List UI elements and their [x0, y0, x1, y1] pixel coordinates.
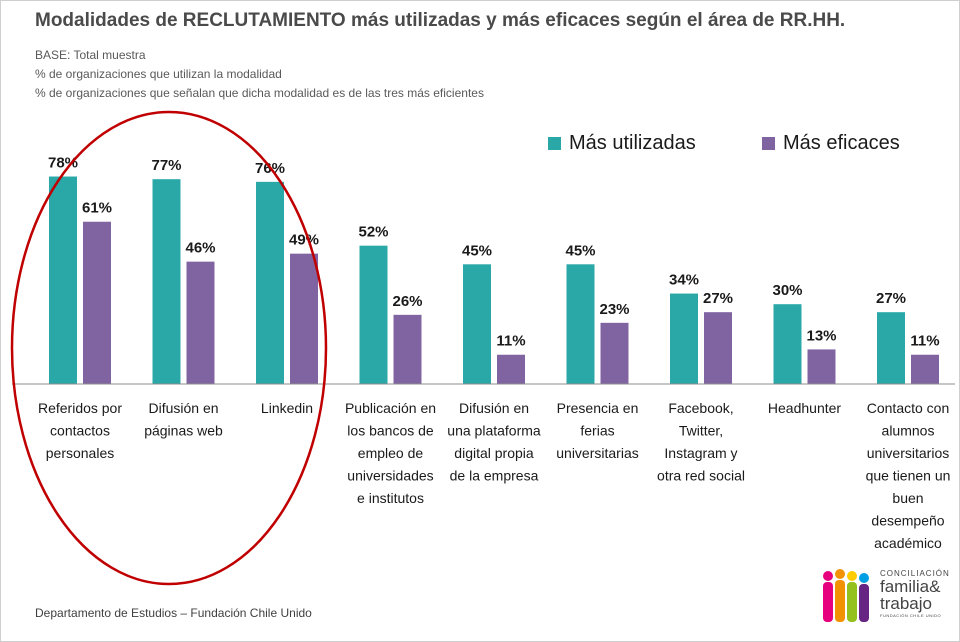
label-eficaces-0: 61%	[82, 200, 112, 217]
label-utilizadas-5: 45%	[565, 242, 595, 259]
label-eficaces-3: 26%	[392, 293, 422, 310]
label-eficaces-6: 27%	[703, 290, 733, 307]
logo-line4: FUNDACIÓN CHILE UNIDO	[880, 613, 942, 618]
category-label-8: Contacto con alumnos universitarios que tie…	[866, 400, 951, 551]
footer-text: Departamento de Estudios – Fundación Chi…	[35, 606, 312, 620]
label-utilizadas-4: 45%	[462, 242, 492, 259]
bar-eficaces-8	[911, 354, 939, 384]
category-label-3: Publicación en los bancos de empleo de univ…	[345, 400, 436, 506]
category-label-0: Referidos por contactos personales	[38, 400, 122, 461]
legend-swatch-utilizadas	[548, 137, 561, 150]
label-eficaces-7: 13%	[806, 327, 836, 344]
data-labels-group: 78%61%77%46%76%49% 52%26%45%11%45%23%34%2…	[48, 155, 940, 350]
label-eficaces-2: 49%	[289, 232, 319, 249]
label-utilizadas-6: 34%	[669, 272, 699, 289]
bar-utilizadas-4	[463, 264, 491, 384]
legend-label-utilizadas: Más utilizadas	[569, 132, 696, 154]
bar-utilizadas-2	[256, 181, 284, 384]
bar-utilizadas-8	[877, 312, 905, 384]
logo-figures-icon	[823, 569, 869, 622]
bar-eficaces-6	[704, 312, 732, 384]
legend-swatch-eficaces	[762, 137, 775, 150]
utilizadas-note: % de organizaciones que utilizan la moda…	[35, 67, 282, 81]
bar-utilizadas-6	[670, 293, 698, 384]
logo-line1: CONCILIACIÓN	[880, 569, 950, 578]
bar-utilizadas-3	[359, 245, 388, 384]
label-eficaces-1: 46%	[185, 240, 215, 257]
bar-eficaces-1	[186, 261, 215, 384]
category-labels-group: Referidos por contactos personales Difusión…	[38, 400, 950, 551]
bar-eficaces-5	[600, 322, 629, 384]
logo-wordmark: CONCILIACIÓN familia& trabajo FUNDACIÓN …	[880, 570, 950, 618]
bar-eficaces-3	[393, 314, 422, 384]
legend-item-utilizadas: Más utilizadas	[548, 132, 696, 155]
bar-utilizadas-0	[49, 176, 77, 384]
legend-label-eficaces: Más eficaces	[783, 132, 900, 154]
bar-utilizadas-1	[152, 179, 181, 384]
label-utilizadas-8: 27%	[876, 290, 906, 307]
category-label-1: Difusión en páginas web	[144, 400, 223, 439]
logo-line2: familia&	[880, 577, 941, 596]
bar-eficaces-2	[290, 253, 318, 384]
label-eficaces-4: 11%	[496, 333, 525, 350]
bar-utilizadas-7	[773, 304, 802, 384]
category-label-4: Difusión en una plataforma digital propia d…	[447, 400, 541, 484]
bars-group	[49, 176, 939, 384]
category-label-5: Presencia en ferias universitarias	[556, 400, 638, 461]
category-label-7: Headhunter	[768, 400, 842, 416]
eficaces-note: % de organizaciones que señalan que dich…	[35, 86, 484, 100]
label-utilizadas-7: 30%	[772, 282, 802, 299]
label-eficaces-5: 23%	[599, 301, 629, 318]
label-utilizadas-3: 52%	[358, 224, 388, 241]
logo-line3: trabajo	[880, 594, 932, 613]
bar-eficaces-7	[807, 349, 836, 384]
legend-item-eficaces: Más eficaces	[762, 132, 900, 155]
label-utilizadas-1: 77%	[151, 157, 181, 174]
category-label-6: Facebook, Twitter, Instagram y otra red soc…	[657, 400, 745, 484]
label-eficaces-8: 11%	[910, 333, 939, 350]
bar-utilizadas-5	[566, 264, 595, 384]
chart-title: Modalidades de RECLUTAMIENTO más utiliza…	[35, 10, 846, 31]
base-note: BASE: Total muestra	[35, 48, 146, 62]
highlight-ellipse	[10, 110, 328, 586]
category-label-2: Linkedin	[261, 400, 313, 416]
label-utilizadas-0: 78%	[48, 155, 78, 172]
bar-eficaces-4	[497, 354, 525, 384]
bar-eficaces-0	[83, 221, 111, 384]
logo: CONCILIACIÓN familia& trabajo FUNDACIÓN …	[818, 566, 950, 626]
